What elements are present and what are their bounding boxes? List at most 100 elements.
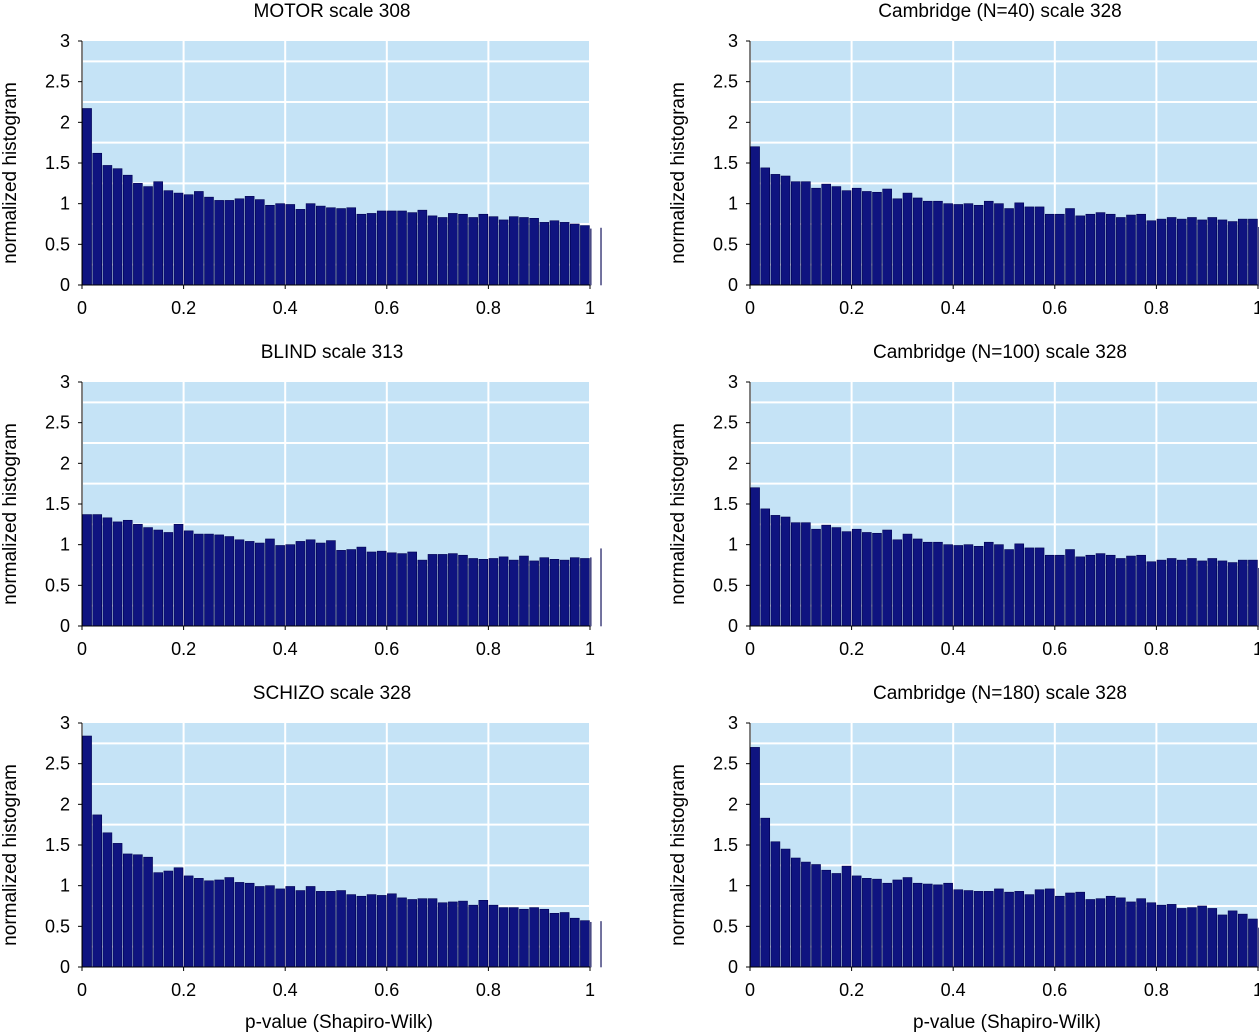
histogram-bar (173, 867, 184, 968)
histogram-bar (427, 554, 438, 627)
histogram-bar (255, 886, 265, 968)
histogram-bar (790, 857, 801, 968)
histogram-bar (1065, 208, 1075, 286)
histogram-bar (417, 898, 428, 968)
histogram-bar (529, 218, 539, 286)
x-tick-label: 0.2 (839, 980, 864, 1000)
histogram-bar (760, 508, 771, 627)
chart-panel: 0 0.5 1 1.5 2 2.5 3 0 0.2 0.4 0.6 0.8 1 Cambridge (N=… (668, 342, 1259, 659)
histogram-bar (1207, 558, 1218, 627)
histogram-bar (1055, 213, 1065, 286)
histogram-bar (92, 514, 103, 627)
histogram-bar (1014, 202, 1025, 286)
histogram-bar (1075, 556, 1085, 627)
histogram-bar (953, 545, 964, 627)
histogram-bar (811, 864, 821, 968)
histogram-bar (488, 558, 499, 627)
histogram-bar (224, 536, 235, 627)
histogram-bar (488, 904, 499, 968)
histogram-bar (346, 894, 357, 968)
histogram-bar (1177, 908, 1187, 968)
chart-title: Cambridge (N=100) scale 328 (873, 342, 1127, 363)
y-tick-label: 1 (60, 535, 70, 555)
histogram-bar (882, 882, 892, 968)
histogram-bar (1024, 547, 1035, 627)
histogram-bar (1044, 213, 1055, 286)
histogram-bar (509, 559, 519, 627)
histogram-bar (1156, 218, 1167, 286)
histogram-bar (153, 872, 163, 968)
x-tick-label: 0.6 (1042, 980, 1067, 1000)
x-tick-label: 1 (585, 980, 595, 1000)
histogram-bar (468, 904, 478, 968)
histogram-bar (1146, 902, 1157, 968)
y-tick-label: 2 (728, 794, 738, 814)
y-tick-label: 2 (60, 794, 70, 814)
histogram-bar (244, 196, 255, 286)
histogram-bar (580, 920, 590, 968)
histogram-bar (1248, 218, 1258, 286)
histogram-bar (872, 532, 882, 627)
histogram-bar (498, 219, 509, 286)
histogram-bar (214, 879, 224, 968)
histogram-bar (851, 187, 862, 286)
histogram-bar (305, 539, 316, 627)
histogram-bar (509, 907, 519, 968)
y-tick-label: 0.5 (45, 234, 70, 254)
histogram-bar (600, 548, 602, 627)
histogram-bar (407, 899, 417, 968)
x-tick-label: 0 (745, 980, 755, 1000)
histogram-bar (255, 199, 265, 286)
histogram-bar (872, 191, 882, 286)
x-tick-label: 0.6 (1042, 639, 1067, 659)
histogram-bar (1085, 554, 1096, 627)
histogram-bar (1014, 543, 1025, 627)
histogram-bar (397, 553, 407, 627)
histogram-bar (366, 213, 377, 286)
histogram-bar (295, 209, 306, 286)
histogram-bar (892, 539, 903, 627)
histogram-bar (356, 213, 367, 286)
histogram-bar (529, 907, 539, 968)
histogram-bar (1227, 910, 1238, 968)
histogram-bar (153, 181, 163, 286)
y-axis-label: normalized histogram (0, 423, 21, 605)
y-axis-label: normalized histogram (668, 764, 689, 946)
y-tick-label: 0.5 (713, 234, 738, 254)
histogram-bar (1085, 213, 1096, 286)
histogram-bar (427, 898, 438, 968)
histogram-bar (1126, 555, 1136, 627)
histogram-bar (590, 557, 592, 627)
histogram-bar (953, 889, 964, 968)
histogram-bar (750, 747, 760, 968)
histogram-bar (305, 886, 316, 968)
histogram-bar (1075, 215, 1085, 286)
x-tick-label: 0.2 (171, 298, 196, 318)
chart-panel: 0 0.5 1 1.5 2 2.5 3 0 0.2 0.4 0.6 0.8 1 SCHIZO scale … (0, 683, 602, 1032)
y-axis-label: normalized histogram (0, 764, 21, 946)
y-tick-label: 1 (60, 194, 70, 214)
histogram-bar (953, 204, 964, 286)
histogram-bar (204, 196, 214, 286)
histogram-bar (437, 902, 448, 968)
histogram-bar (1248, 918, 1258, 968)
histogram-bar (122, 174, 133, 286)
x-tick-label: 0.2 (171, 639, 196, 659)
histogram-bar (539, 557, 550, 627)
histogram-bar (902, 877, 913, 968)
histogram-bar (973, 891, 984, 968)
histogram-bar (265, 885, 275, 968)
histogram-bar (1116, 897, 1126, 968)
y-tick-label: 2.5 (713, 413, 738, 433)
histogram-bar (458, 213, 468, 286)
histogram-bar (902, 533, 913, 627)
histogram-bar (1248, 559, 1258, 627)
axes: 0 0.5 1 1.5 2 2.5 3 0 0.2 0.4 0.6 0.8 1 (713, 31, 1259, 318)
histogram-bar (1075, 891, 1085, 968)
histogram-bar (1156, 904, 1167, 968)
x-tick-label: 1 (585, 298, 595, 318)
histogram-bar (923, 883, 933, 968)
histogram-bar (265, 204, 275, 286)
histogram-bar (963, 890, 974, 968)
histogram-bar (437, 554, 448, 627)
